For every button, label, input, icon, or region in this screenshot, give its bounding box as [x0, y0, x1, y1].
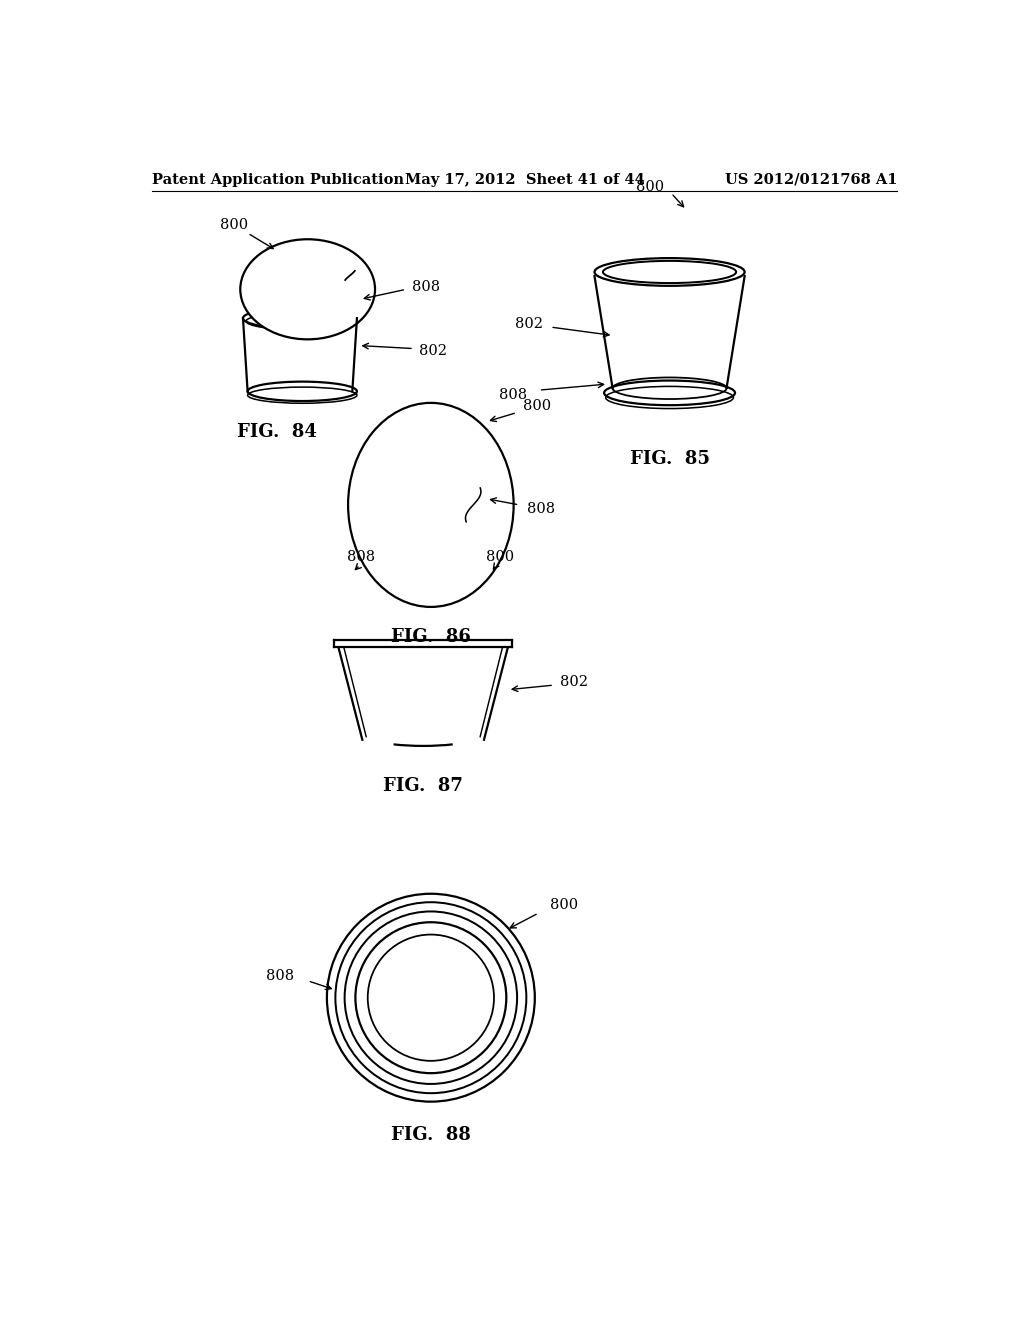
Text: US 2012/0121768 A1: US 2012/0121768 A1: [725, 173, 897, 187]
Circle shape: [368, 935, 494, 1061]
Text: 808: 808: [265, 969, 294, 983]
Ellipse shape: [604, 380, 735, 405]
Ellipse shape: [348, 403, 514, 607]
Circle shape: [327, 894, 535, 1102]
Text: FIG.  85: FIG. 85: [630, 450, 710, 467]
Text: FIG.  86: FIG. 86: [391, 628, 471, 647]
Text: 808: 808: [412, 280, 439, 294]
Text: 808: 808: [527, 502, 555, 516]
Text: 802: 802: [514, 317, 543, 331]
Text: 800: 800: [523, 400, 551, 413]
Circle shape: [345, 911, 517, 1084]
Text: FIG.  88: FIG. 88: [391, 1126, 471, 1143]
Ellipse shape: [248, 381, 357, 401]
Text: 808: 808: [499, 388, 527, 401]
Text: 800: 800: [550, 899, 579, 912]
Text: 800: 800: [486, 550, 514, 564]
Text: May 17, 2012  Sheet 41 of 44: May 17, 2012 Sheet 41 of 44: [404, 173, 645, 187]
Text: 802: 802: [560, 675, 588, 689]
Ellipse shape: [595, 259, 744, 286]
Text: FIG.  87: FIG. 87: [383, 777, 463, 795]
Text: 802: 802: [419, 345, 447, 358]
Text: 800: 800: [636, 180, 665, 194]
Text: 800: 800: [220, 218, 249, 232]
Ellipse shape: [241, 239, 375, 339]
Ellipse shape: [243, 308, 360, 329]
Text: 808: 808: [347, 550, 376, 564]
Text: FIG.  84: FIG. 84: [237, 422, 316, 441]
Text: Patent Application Publication: Patent Application Publication: [153, 173, 404, 187]
